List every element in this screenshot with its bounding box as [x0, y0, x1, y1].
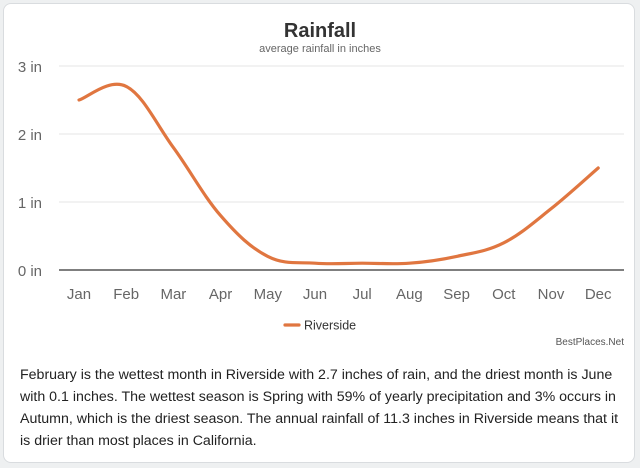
y-tick-label: 0 in: [18, 263, 42, 280]
rainfall-chart: Rainfall average rainfall in inches 0 in…: [18, 20, 624, 333]
x-tick-label: Jun: [303, 286, 327, 303]
chart-title: Rainfall: [284, 20, 356, 42]
legend-label[interactable]: Riverside: [304, 319, 356, 333]
y-tick-label: 3 in: [18, 59, 42, 76]
chart-legend[interactable]: Riverside: [283, 319, 356, 333]
chart-series: [77, 82, 600, 266]
y-axis-ticks: 0 in 1 in 2 in 3 in: [18, 59, 42, 280]
x-tick-label: Feb: [113, 286, 139, 303]
x-tick-label: Sep: [443, 286, 470, 303]
x-axis-ticks: Jan Feb Mar Apr May Jun Jul Aug Sep Oct Nov Dec: [67, 286, 612, 303]
x-tick-label: Nov: [538, 286, 565, 303]
y-tick-label: 1 in: [18, 195, 42, 212]
series-line-riverside[interactable]: [77, 82, 600, 266]
y-tick-label: 2 in: [18, 127, 42, 144]
x-tick-label: Dec: [585, 286, 612, 303]
x-tick-label: Jan: [67, 286, 91, 303]
chart-subtitle: average rainfall in inches: [259, 43, 381, 55]
source-credit[interactable]: BestPlaces.Net: [555, 337, 624, 348]
x-tick-label: Apr: [209, 286, 232, 303]
chart-gridlines: [59, 65, 624, 271]
rainfall-card: Rainfall average rainfall in inches 0 in…: [3, 3, 635, 463]
x-tick-label: Mar: [160, 286, 186, 303]
x-tick-label: May: [254, 286, 283, 303]
rainfall-description: February is the wettest month in Riversi…: [20, 367, 619, 449]
x-tick-label: Aug: [396, 286, 423, 303]
x-tick-label: Jul: [353, 286, 372, 303]
x-tick-label: Oct: [492, 286, 516, 303]
